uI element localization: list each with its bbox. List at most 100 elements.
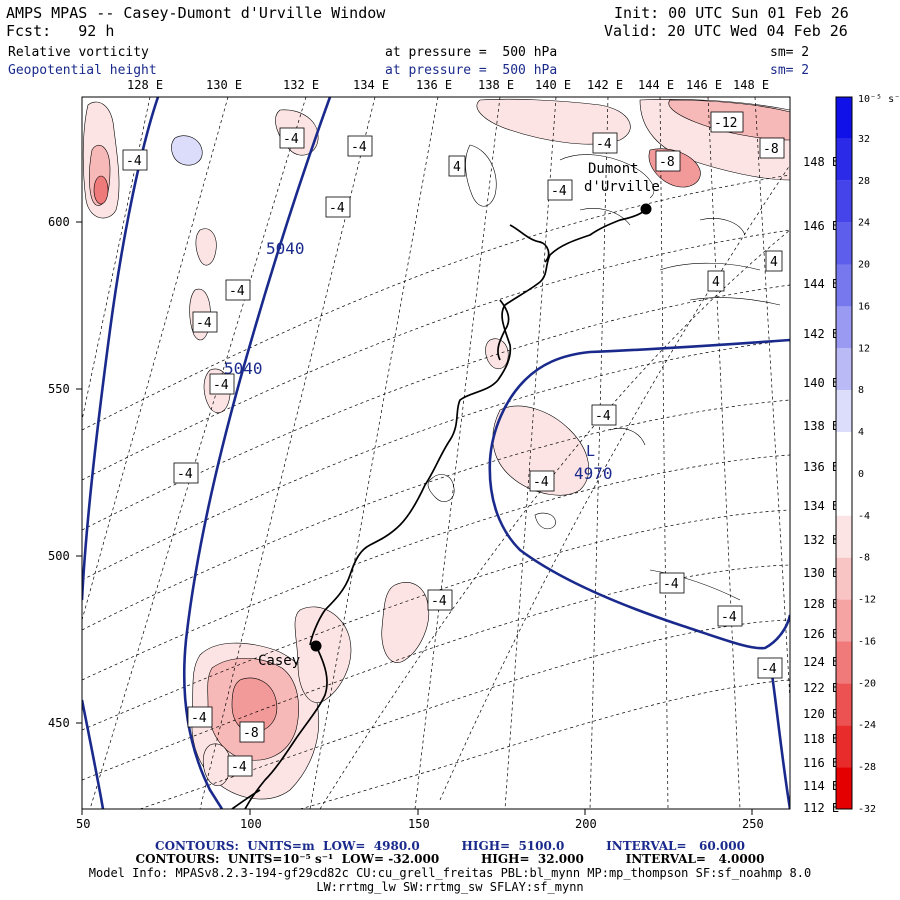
svg-text:-4: -4 <box>213 378 229 393</box>
svg-text:128 E: 128 E <box>803 597 839 611</box>
colorbar-label: -32 <box>858 804 876 815</box>
colorbar-label: -28 <box>858 762 876 773</box>
vort-label: -8 <box>759 137 785 159</box>
svg-text:120 E: 120 E <box>803 707 839 721</box>
footer-model-info: Model Info: MPASv8.2.3-194-gf29cd82c CU:… <box>88 866 812 880</box>
svg-text:4: 4 <box>770 255 778 270</box>
top-lon-label: 136 E <box>416 78 453 92</box>
colorbar: 32 28 24 20 16 12 8 4 0 -4 -8 -12 -16 -20 -24 -28 -32 <box>835 96 876 815</box>
svg-text:-4: -4 <box>721 610 737 625</box>
svg-text:-4: -4 <box>329 201 345 216</box>
colorbar-swatch <box>836 767 852 809</box>
colorbar-swatch <box>836 222 852 265</box>
map-title: AMPS MPAS -- Casey-Dumont d'Urville Wind… <box>6 4 386 22</box>
vort-label: -4 <box>347 135 373 157</box>
station-dumont-label: Dumont <box>588 161 639 177</box>
top-lon-label: 142 E <box>587 78 624 92</box>
svg-text:-12: -12 <box>714 116 737 131</box>
svg-text:-4: -4 <box>351 140 367 155</box>
colorbar-swatch <box>836 473 852 516</box>
svg-text:118 E: 118 E <box>803 732 839 746</box>
svg-text:4: 4 <box>712 275 720 290</box>
svg-text:-4: -4 <box>595 409 611 424</box>
svg-text:-4: -4 <box>596 137 612 152</box>
colorbar-swatch <box>836 641 852 684</box>
y-tick-label: 500 <box>48 549 70 563</box>
vort-label: -4 <box>122 149 148 171</box>
svg-text:-4: -4 <box>229 284 245 299</box>
x-axis: 50 100 150 200 250 <box>76 809 764 831</box>
colorbar-label: 20 <box>858 260 870 271</box>
svg-text:130 E: 130 E <box>803 566 839 580</box>
y-tick-label: 450 <box>48 716 70 730</box>
top-lon-label: 130 E <box>206 78 243 92</box>
vort-label: -4 <box>659 572 685 594</box>
svg-text:134 E: 134 E <box>803 499 839 513</box>
colorbar-swatch <box>836 599 852 642</box>
top-lon-label: 132 E <box>283 78 320 92</box>
x-tick-label: 50 <box>76 817 90 831</box>
top-lon-label: 144 E <box>638 78 675 92</box>
vort-label: -12 <box>710 111 744 133</box>
colorbar-swatch <box>836 306 852 349</box>
colorbar-swatch <box>836 180 852 223</box>
colorbar-label: -24 <box>858 720 876 731</box>
vort-label: -4 <box>547 179 573 201</box>
right-lon-labels: 148 E 146 E 144 E 142 E 140 E 138 E 136 … <box>803 155 839 815</box>
svg-text:-4: -4 <box>231 760 247 775</box>
vort-label: -8 <box>239 721 265 743</box>
colorbar-swatch <box>836 557 852 600</box>
svg-text:124 E: 124 E <box>803 655 839 669</box>
colorbar-label: -8 <box>858 553 870 564</box>
colorbar-swatch <box>836 683 852 726</box>
colorbar-label: 32 <box>858 134 870 145</box>
svg-text:146 E: 146 E <box>803 219 839 233</box>
svg-text:-4: -4 <box>126 154 142 169</box>
station-casey-label: Casey <box>258 653 300 669</box>
y-tick-label: 550 <box>48 382 70 396</box>
footer-model-info-2: LW:rrtmg_lw SW:rrtmg_sw SFLAY:sf_mynn <box>316 880 584 894</box>
colorbar-swatch <box>836 97 852 139</box>
field1-level: at pressure = 500 hPa <box>385 45 558 60</box>
svg-text:-4: -4 <box>196 316 212 331</box>
top-lon-label: 140 E <box>535 78 572 92</box>
coastline <box>231 209 646 809</box>
svg-text:112 E: 112 E <box>803 801 839 815</box>
vort-label: -4 <box>173 462 199 484</box>
graticule <box>82 97 790 809</box>
field1-sm: sm= 2 <box>770 45 810 60</box>
vort-label: -4 <box>325 196 351 218</box>
field2-sm: sm= 2 <box>770 63 810 78</box>
svg-text:140 E: 140 E <box>803 376 839 390</box>
svg-text:144 E: 144 E <box>803 277 839 291</box>
x-tick-label: 200 <box>575 817 597 831</box>
svg-text:116 E: 116 E <box>803 756 839 770</box>
init-time: Init: 00 UTC Sun 01 Feb 26 <box>614 4 849 22</box>
map-plot-area: 5040 5040 L 4970 Dumont d'Urville Casey … <box>82 97 790 809</box>
height-label-5040-lower: 5040 <box>224 359 263 378</box>
valid-time: Valid: 20 UTC Wed 04 Feb 26 <box>604 22 848 40</box>
svg-text:-4: -4 <box>663 577 679 592</box>
top-lon-label: 146 E <box>686 78 723 92</box>
plot-frame <box>81 96 791 810</box>
svg-text:138 E: 138 E <box>803 419 839 433</box>
colorbar-unit: 10⁻⁵ s⁻¹ <box>858 94 900 105</box>
vort-label: -4 <box>279 127 305 149</box>
vort-label: -8 <box>655 150 681 172</box>
colorbar-swatch <box>836 515 852 558</box>
station-casey: Casey <box>258 640 322 669</box>
svg-text:136 E: 136 E <box>803 460 839 474</box>
svg-text:132 E: 132 E <box>803 533 839 547</box>
svg-text:142 E: 142 E <box>803 327 839 341</box>
svg-text:-8: -8 <box>243 726 259 741</box>
colorbar-swatch <box>836 348 852 391</box>
colorbar-swatch <box>836 725 852 768</box>
colorbar-swatch <box>836 138 852 181</box>
svg-text:148 E: 148 E <box>803 155 839 169</box>
colorbar-label: 0 <box>858 469 864 480</box>
low-center-marker: L <box>586 442 595 460</box>
colorbar-label: 8 <box>858 385 864 396</box>
colorbar-label: 4 <box>858 427 864 438</box>
field2-name: Geopotential height <box>8 63 157 78</box>
